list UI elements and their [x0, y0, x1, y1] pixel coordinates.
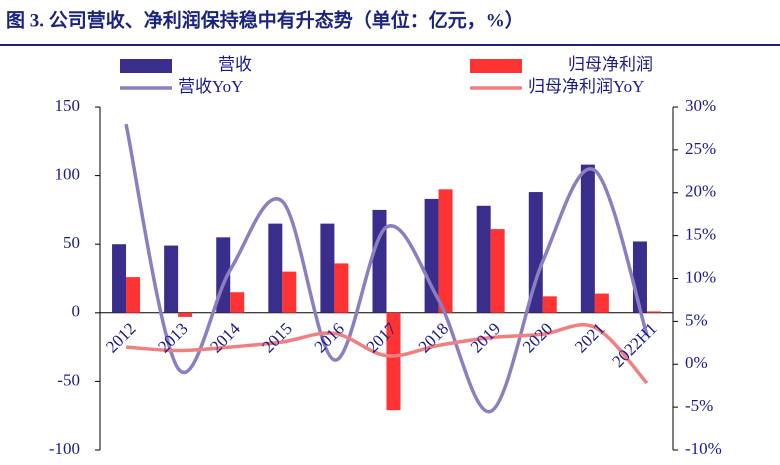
y2-tick-label: 25% [685, 139, 716, 158]
bar [320, 223, 335, 313]
line [125, 323, 649, 385]
x-tick-label: 2012 [102, 319, 139, 356]
bar [542, 296, 557, 313]
bar [646, 311, 661, 313]
bar [334, 263, 349, 313]
y2-tick-label: -10% [685, 439, 722, 458]
bar [476, 205, 491, 313]
y2-tick-label: 10% [685, 267, 716, 286]
bar [282, 271, 297, 313]
y-tick-label: 150 [55, 96, 81, 115]
y2-tick-label: 30% [685, 96, 716, 115]
bar [112, 244, 127, 313]
bar [268, 223, 283, 313]
y2-tick-label: 5% [685, 310, 708, 329]
y2-tick-label: 0% [685, 353, 708, 372]
x-tick-label: 2015 [258, 319, 295, 356]
line [124, 123, 649, 414]
legend-label: 归母净利润 [568, 55, 653, 74]
bar [594, 293, 609, 313]
y-tick-label: -50 [57, 370, 80, 389]
bar [490, 229, 505, 313]
bar [528, 192, 543, 313]
y2-tick-label: -5% [685, 396, 713, 415]
legend-label: 营收 [218, 55, 252, 74]
bar [230, 292, 245, 313]
y-tick-label: 0 [72, 302, 81, 321]
legend-label: 营收YoY [178, 77, 243, 96]
bar [164, 245, 179, 313]
bar [438, 189, 453, 313]
x-tick-label: 2019 [467, 319, 504, 356]
bar [580, 164, 595, 313]
legend-label: 归母净利润YoY [528, 77, 644, 96]
bar [178, 312, 193, 317]
legend-swatch [470, 59, 522, 73]
bar [126, 277, 141, 313]
y-tick-label: 100 [55, 165, 81, 184]
y2-tick-label: 15% [685, 225, 716, 244]
x-tick-label: 2014 [206, 319, 244, 357]
bar [386, 312, 401, 411]
legend-swatch [120, 59, 172, 73]
y2-tick-label: 20% [685, 182, 716, 201]
bar [424, 198, 439, 313]
bar [372, 209, 387, 313]
y-tick-label: 50 [63, 233, 80, 252]
chart-title: 图 3. 公司营收、净利润保持稳中有升态势（单位：亿元，%） [6, 8, 524, 31]
y-tick-label: -100 [49, 439, 80, 458]
